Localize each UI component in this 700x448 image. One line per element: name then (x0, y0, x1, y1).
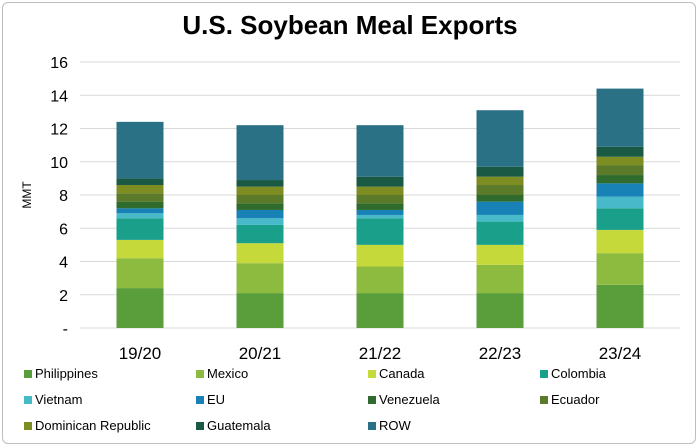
y-tick-label: 8 (59, 188, 68, 205)
x-tick-label: 19/20 (119, 344, 162, 363)
x-tick-label: 21/22 (359, 344, 402, 363)
bar-segment (596, 284, 644, 328)
chart-title: U.S. Soybean Meal Exports (182, 10, 518, 40)
bar-segment (236, 125, 284, 181)
bar-segment (116, 121, 164, 179)
bar-segment (356, 214, 404, 219)
bar-segment (116, 218, 164, 240)
legend-label: Canada (379, 366, 425, 381)
bar-segment (596, 146, 644, 157)
y-tick-label: 14 (50, 88, 68, 105)
bar-segment (476, 195, 524, 202)
bar-segment (116, 201, 164, 209)
bar-segment (356, 203, 404, 210)
x-tick-label: 23/24 (599, 344, 642, 363)
legend-label: ROW (379, 418, 412, 433)
bar-segment (476, 176, 524, 186)
bar-segment (236, 263, 284, 294)
bar-segment (356, 195, 404, 204)
bar-segment (236, 186, 284, 195)
legend: Philippines Mexico Canada Colombia Vietnam EU… (24, 366, 607, 433)
y-axis-label: MMT (20, 181, 34, 209)
x-tick-label: 22/23 (479, 344, 522, 363)
bar-segment (236, 218, 284, 225)
y-tick-label: 2 (59, 288, 68, 305)
bars-layer (116, 88, 644, 328)
legend-swatch (196, 396, 204, 404)
bar-segment (236, 203, 284, 210)
legend-swatch (540, 370, 548, 378)
bar-segment (476, 221, 524, 245)
bar-segment (236, 209, 284, 219)
bar-segment (356, 209, 404, 215)
bar-segment (116, 239, 164, 259)
bar-segment (476, 244, 524, 265)
y-tick-label: - (63, 321, 68, 338)
bar-segment (596, 156, 644, 166)
bar-segment (236, 243, 284, 264)
legend-label: Colombia (551, 366, 607, 381)
bar-segment (236, 195, 284, 204)
y-tick-label: 16 (50, 55, 68, 72)
bar-segment (356, 266, 404, 294)
bar-segment (596, 175, 644, 184)
y-tick-label: 6 (59, 221, 68, 238)
bar-segment (476, 214, 524, 222)
bar-segment (356, 176, 404, 187)
legend-swatch (368, 396, 376, 404)
legend-label: Venezuela (379, 392, 440, 407)
x-tick-label: 20/21 (239, 344, 282, 363)
legend-swatch (368, 422, 376, 430)
legend-swatch (196, 422, 204, 430)
y-tick-label: 4 (59, 255, 68, 272)
legend-swatch (368, 370, 376, 378)
legend-label: Mexico (207, 366, 248, 381)
bar-segment (236, 293, 284, 328)
bar-segment (116, 208, 164, 214)
y-tick-label: 12 (50, 122, 68, 139)
legend-label: EU (207, 392, 225, 407)
bar-segment (476, 293, 524, 328)
bar-segment (356, 244, 404, 267)
bar-segment (596, 253, 644, 285)
bar-segment (116, 288, 164, 328)
bar-segment (476, 166, 524, 177)
legend-swatch (24, 370, 32, 378)
bar-segment (596, 165, 644, 176)
y-tick-label: 10 (50, 155, 68, 172)
bar-segment (356, 186, 404, 195)
legend-swatch (24, 422, 32, 430)
y-axis: - 2 4 6 8 10 12 14 16 (50, 55, 68, 338)
bar-segment (596, 88, 644, 147)
bar-segment (356, 218, 404, 245)
legend-swatch (196, 370, 204, 378)
bar-segment (116, 193, 164, 202)
bar-segment (356, 293, 404, 328)
bar-segment (596, 196, 644, 209)
bar-segment (116, 258, 164, 289)
bar-segment (596, 229, 644, 254)
legend-label: Dominican Republic (35, 418, 151, 433)
legend-label: Guatemala (207, 418, 271, 433)
bar-segment (116, 213, 164, 219)
bar-segment (596, 208, 644, 230)
bar-segment (476, 201, 524, 215)
bar-segment (476, 110, 524, 167)
legend-label: Ecuador (551, 392, 600, 407)
bar-segment (116, 185, 164, 194)
bar-segment (236, 224, 284, 244)
legend-swatch (24, 396, 32, 404)
bar-segment (476, 264, 524, 294)
x-axis: 19/20 20/21 21/22 22/23 23/24 (119, 344, 642, 363)
bar-segment (356, 125, 404, 177)
bar-segment (596, 183, 644, 197)
legend-swatch (540, 396, 548, 404)
bar-segment (116, 178, 164, 186)
bar-segment (476, 185, 524, 195)
legend-label: Philippines (35, 366, 98, 381)
bar-segment (236, 180, 284, 187)
legend-label: Vietnam (35, 392, 82, 407)
